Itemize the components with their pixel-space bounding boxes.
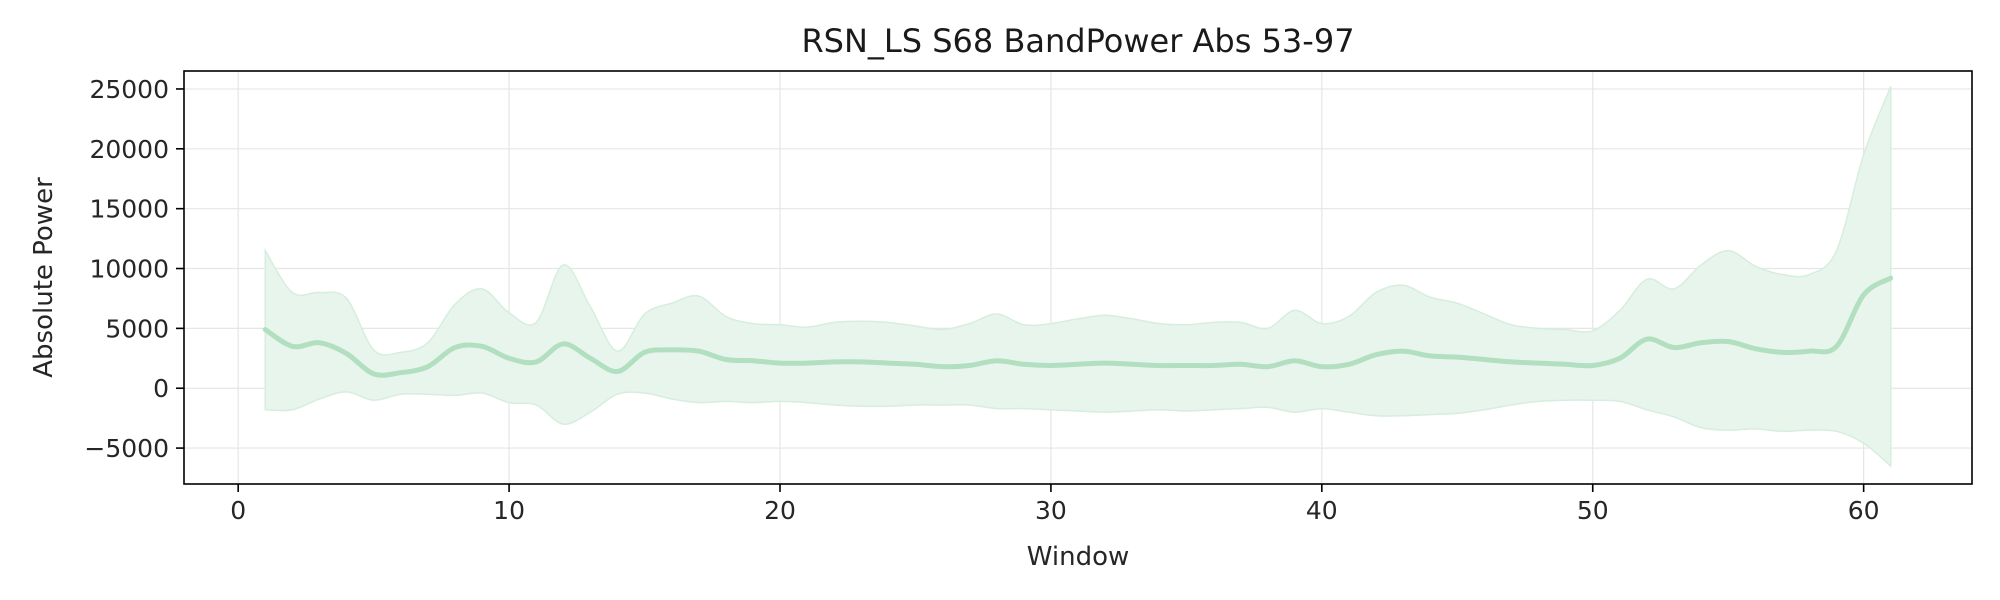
- mean-line: [262, 275, 1894, 378]
- y-tick-label: 5000: [105, 314, 169, 343]
- y-tick-label: 15000: [89, 195, 169, 224]
- y-axis-title: Absolute Power: [29, 177, 59, 378]
- x-tick-label: 50: [1577, 496, 1609, 525]
- x-tick-label: 20: [764, 496, 796, 525]
- x-tick-label: 0: [230, 496, 246, 525]
- x-tick-label: 10: [493, 496, 525, 525]
- y-axis-ticks: −5000 0 5000 10000 15000 20000 25000: [84, 75, 184, 463]
- x-axis-title: Window: [1027, 542, 1130, 572]
- y-tick-label: 0: [153, 374, 169, 403]
- x-tick-label: 40: [1306, 496, 1338, 525]
- chart-title: RSN_LS S68 BandPower Abs 53-97: [801, 22, 1354, 60]
- series-layer: [262, 86, 1894, 468]
- std-band: [264, 86, 1892, 468]
- y-tick-label: −5000: [84, 434, 169, 463]
- y-tick-label: 25000: [89, 75, 169, 104]
- y-tick-label: 10000: [89, 255, 169, 284]
- x-tick-label: 60: [1848, 496, 1880, 525]
- x-tick-label: 30: [1035, 496, 1067, 525]
- plot-frame: [183, 70, 1973, 485]
- x-axis-ticks: 0 10 20 30 40 50 60: [230, 484, 1880, 525]
- y-tick-label: 20000: [89, 135, 169, 164]
